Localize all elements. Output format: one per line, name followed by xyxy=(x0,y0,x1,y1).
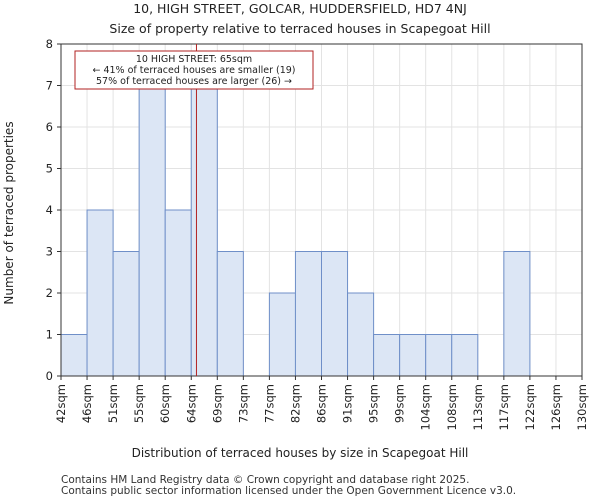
histogram-bar xyxy=(451,334,479,377)
histogram-bar xyxy=(268,292,296,377)
y-axis: 0 1 2 3 4 5 6 7 8 xyxy=(46,37,61,383)
x-tick-label: 46sqm xyxy=(80,384,94,423)
x-tick-label: 95sqm xyxy=(367,384,381,423)
y-tick-label: 1 xyxy=(46,328,53,342)
y-tick-label: 4 xyxy=(46,203,53,217)
x-tick-label: 130sqm xyxy=(575,384,589,430)
y-tick-label: 3 xyxy=(46,245,53,259)
histogram-bar xyxy=(503,251,531,377)
histogram-bar xyxy=(294,251,323,377)
chart-title-line2: Size of property relative to terraced ho… xyxy=(109,21,490,36)
x-tick-label: 104sqm xyxy=(419,384,433,430)
plot-frame xyxy=(60,43,583,377)
x-tick-label: 64sqm xyxy=(184,384,198,423)
histogram-bar xyxy=(138,85,166,377)
x-tick-label: 122sqm xyxy=(523,384,537,430)
annotation-line3: 57% of terraced houses are larger (26) → xyxy=(96,76,292,87)
y-tick-label: 8 xyxy=(46,37,53,51)
x-tick-label: 69sqm xyxy=(210,384,224,423)
x-tick-label: 113sqm xyxy=(471,384,485,430)
chart-title-line1: 10, HIGH STREET, GOLCAR, HUDDERSFIELD, H… xyxy=(133,1,467,16)
x-tick-label: 108sqm xyxy=(445,384,459,430)
x-tick-label: 60sqm xyxy=(158,384,172,423)
y-axis-label: Number of terraced properties xyxy=(2,121,16,304)
x-tick-label: 42sqm xyxy=(54,384,68,423)
y-tick-label: 5 xyxy=(46,162,53,176)
footer-line2: Contains public sector information licen… xyxy=(61,485,517,497)
annotation-box: 10 HIGH STREET: 65sqm ← 41% of terraced … xyxy=(74,50,314,90)
histogram-bar xyxy=(373,334,401,377)
histogram-bar xyxy=(216,251,244,377)
histogram-bar xyxy=(190,85,218,377)
y-tick-label: 0 xyxy=(46,369,53,383)
x-axis-label: Distribution of terraced houses by size … xyxy=(132,446,469,460)
footer-line1: Contains HM Land Registry data © Crown c… xyxy=(61,474,470,486)
histogram-bar xyxy=(112,251,140,377)
histogram-bar xyxy=(425,334,453,377)
annotation-line2: ← 41% of terraced houses are smaller (19… xyxy=(92,65,295,76)
x-tick-label: 73sqm xyxy=(236,384,250,423)
x-tick-label: 117sqm xyxy=(497,384,511,430)
x-tick-label: 86sqm xyxy=(315,384,329,423)
histogram-bar xyxy=(164,209,192,377)
x-tick-label: 51sqm xyxy=(106,384,120,423)
y-tick-label: 2 xyxy=(46,286,53,300)
histogram-bar xyxy=(321,251,349,377)
histogram-bar xyxy=(86,209,114,377)
histogram-bar xyxy=(399,334,427,377)
y-tick-label: 6 xyxy=(46,120,53,134)
x-tick-label: 55sqm xyxy=(132,384,146,423)
histogram-bar xyxy=(60,334,88,377)
x-tick-label: 91sqm xyxy=(341,384,355,423)
x-tick-label: 77sqm xyxy=(262,384,276,423)
x-axis: 42sqm 46sqm 51sqm 55sqm 60sqm 64sqm 69sqm 73sqm… xyxy=(54,376,589,430)
x-tick-label: 99sqm xyxy=(393,384,407,423)
histogram-bar xyxy=(347,292,375,377)
annotation-line1: 10 HIGH STREET: 65sqm xyxy=(136,54,252,65)
bars xyxy=(60,85,531,377)
x-tick-label: 82sqm xyxy=(288,384,302,423)
y-tick-label: 7 xyxy=(46,79,53,93)
x-tick-label: 126sqm xyxy=(549,384,563,430)
